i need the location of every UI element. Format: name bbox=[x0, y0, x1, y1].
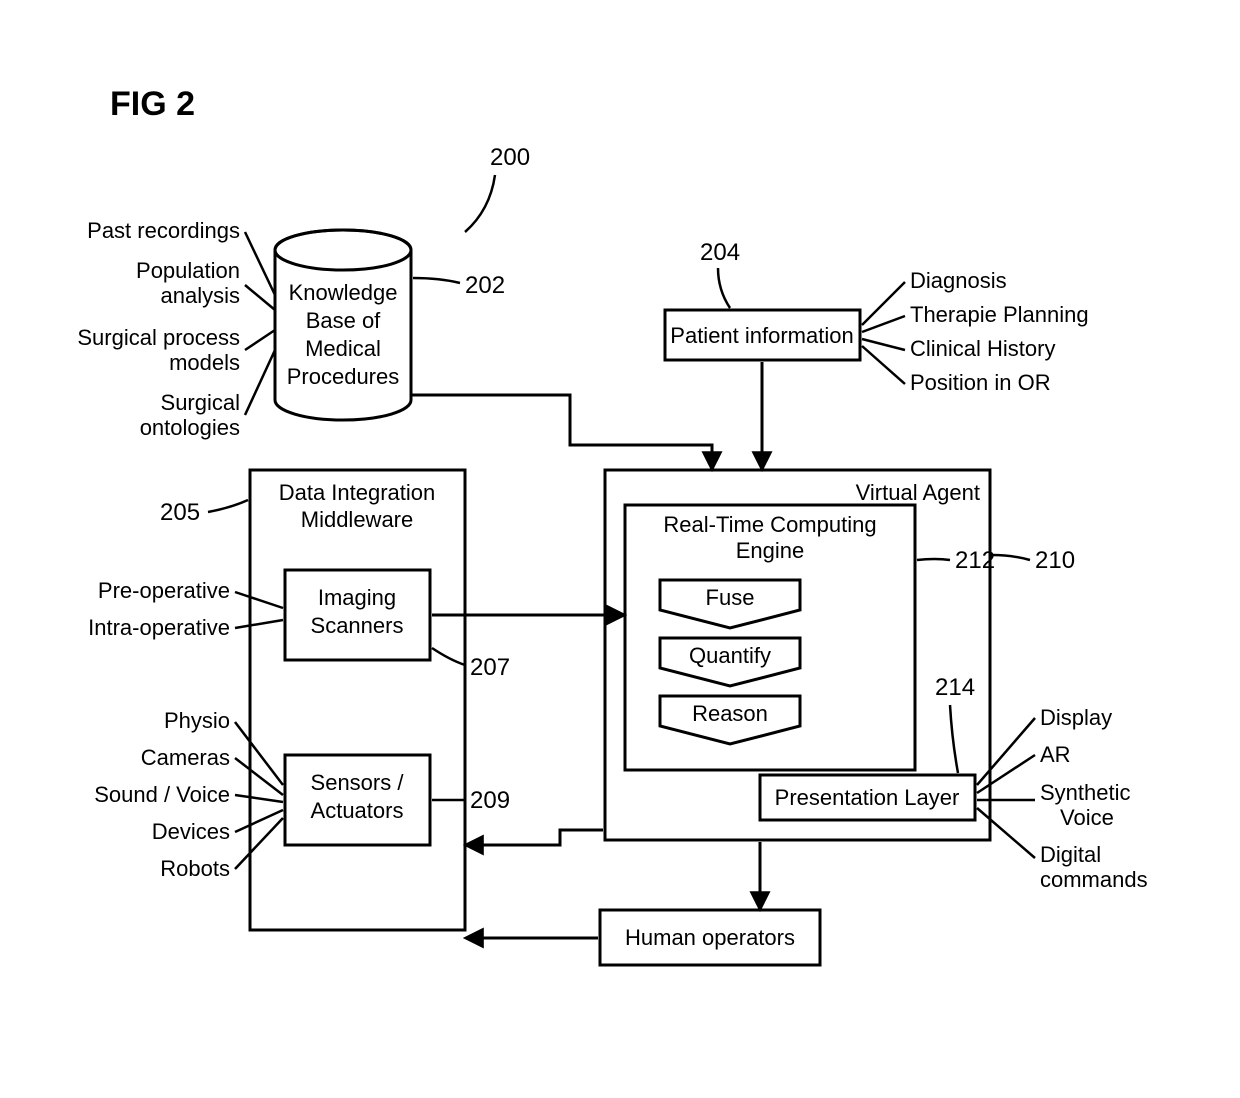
s-in-3: Devices bbox=[152, 819, 230, 844]
kb-in-3b: ontologies bbox=[140, 415, 240, 440]
ref-210: 210 bbox=[1035, 547, 1075, 574]
kb-in-0: Past recordings bbox=[87, 218, 240, 243]
s-in-0: Physio bbox=[164, 708, 230, 733]
leader-202 bbox=[413, 278, 460, 283]
s-in-4: Robots bbox=[160, 856, 230, 881]
p-out-2: Clinical History bbox=[910, 336, 1055, 361]
pr-out-2b: Voice bbox=[1060, 805, 1114, 830]
arrow-va-to-sensors bbox=[467, 830, 603, 845]
p-out-1: Therapie Planning bbox=[910, 302, 1089, 327]
presentation-label: Presentation Layer bbox=[775, 785, 960, 810]
s-in-2: Sound / Voice bbox=[94, 782, 230, 807]
kb-in-1a: Population bbox=[136, 258, 240, 283]
ref-209: 209 bbox=[470, 787, 510, 814]
p-out-3: Position in OR bbox=[910, 370, 1051, 395]
leader-205 bbox=[208, 500, 248, 512]
svg-text:Fuse: Fuse bbox=[706, 585, 755, 610]
va-label: Virtual Agent bbox=[856, 480, 980, 505]
kb-line-1: Base of bbox=[306, 308, 381, 333]
patient-info-label: Patient information bbox=[670, 323, 853, 348]
ref-207: 207 bbox=[470, 654, 510, 681]
kb-in-2b: models bbox=[169, 350, 240, 375]
p-out-0: Diagnosis bbox=[910, 268, 1007, 293]
ref-202: 202 bbox=[465, 272, 505, 299]
eng-line-0: Real-Time Computing bbox=[663, 512, 876, 537]
kb-line-3: Procedures bbox=[287, 364, 400, 389]
human-ops-label: Human operators bbox=[625, 925, 795, 950]
pr-out-0: Display bbox=[1040, 705, 1112, 730]
kb-in-2a: Surgical process bbox=[77, 325, 240, 350]
knowledge-base-cylinder: Knowledge Base of Medical Procedures bbox=[275, 230, 411, 420]
ref-212: 212 bbox=[955, 547, 995, 574]
middleware-box bbox=[250, 470, 465, 930]
s-in-1: Cameras bbox=[141, 745, 230, 770]
svg-text:Reason: Reason bbox=[692, 701, 768, 726]
kb-line-0: Knowledge bbox=[289, 280, 398, 305]
ref-214: 214 bbox=[935, 674, 975, 701]
pr-out-2a: Synthetic bbox=[1040, 780, 1131, 805]
imaging-line-0: Imaging bbox=[318, 585, 396, 610]
figure-diagram: FIG 2 200 Knowledge Base of Medical Proc… bbox=[0, 0, 1240, 1098]
imaging-line-1: Scanners bbox=[311, 613, 404, 638]
patient-output-fan: Diagnosis Therapie Planning Clinical His… bbox=[862, 268, 1089, 395]
leader-212 bbox=[917, 559, 950, 560]
arrow-kb-to-va bbox=[411, 395, 712, 468]
svg-text:Quantify: Quantify bbox=[689, 643, 771, 668]
leader-204 bbox=[718, 268, 730, 308]
pr-out-1: AR bbox=[1040, 742, 1071, 767]
presentation-output-fan: Display AR Synthetic Voice Digital comma… bbox=[977, 705, 1148, 892]
mw-line-1: Middleware bbox=[301, 507, 414, 532]
img-in-0: Pre-operative bbox=[98, 578, 230, 603]
leader-210 bbox=[992, 555, 1030, 560]
kb-in-3a: Surgical bbox=[161, 390, 240, 415]
img-in-1: Intra-operative bbox=[88, 615, 230, 640]
eng-line-1: Engine bbox=[736, 538, 805, 563]
kb-in-1b: analysis bbox=[161, 283, 240, 308]
kb-input-fan: Past recordings Population analysis Surg… bbox=[77, 218, 275, 440]
ref-204: 204 bbox=[700, 239, 740, 266]
ref-200: 200 bbox=[490, 144, 530, 171]
pr-out-3b: commands bbox=[1040, 867, 1148, 892]
pr-out-3a: Digital bbox=[1040, 842, 1101, 867]
leader-200 bbox=[465, 175, 495, 232]
figure-title: FIG 2 bbox=[110, 85, 195, 123]
ref-205: 205 bbox=[160, 499, 200, 526]
sensors-line-0: Sensors / bbox=[311, 770, 405, 795]
mw-line-0: Data Integration bbox=[279, 480, 436, 505]
kb-line-2: Medical bbox=[305, 336, 381, 361]
sensors-line-1: Actuators bbox=[311, 798, 404, 823]
